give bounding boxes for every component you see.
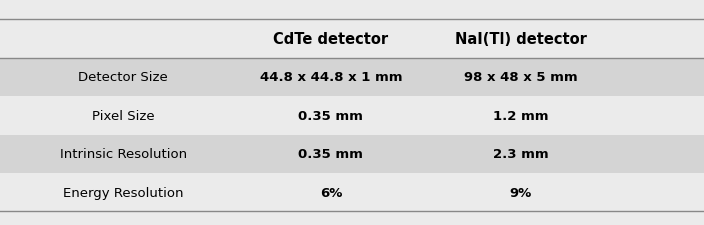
Text: Energy Resolution: Energy Resolution [63, 186, 184, 199]
Text: CdTe detector: CdTe detector [273, 32, 389, 47]
Text: 98 x 48 x 5 mm: 98 x 48 x 5 mm [464, 71, 578, 84]
Text: 0.35 mm: 0.35 mm [298, 109, 363, 122]
Bar [0, 58, 704, 97]
Text: 44.8 x 44.8 x 1 mm: 44.8 x 44.8 x 1 mm [260, 71, 402, 84]
Text: Pixel Size: Pixel Size [92, 109, 154, 122]
Text: 9%: 9% [510, 186, 532, 199]
Text: Detector Size: Detector Size [78, 71, 168, 84]
Text: NaI(Tl) detector: NaI(Tl) detector [455, 32, 587, 47]
Text: 0.35 mm: 0.35 mm [298, 148, 363, 161]
Text: 2.3 mm: 2.3 mm [493, 148, 549, 161]
Text: 1.2 mm: 1.2 mm [494, 109, 548, 122]
Text: 6%: 6% [320, 186, 342, 199]
Bar [0, 135, 704, 173]
Text: Intrinsic Resolution: Intrinsic Resolution [60, 148, 187, 161]
